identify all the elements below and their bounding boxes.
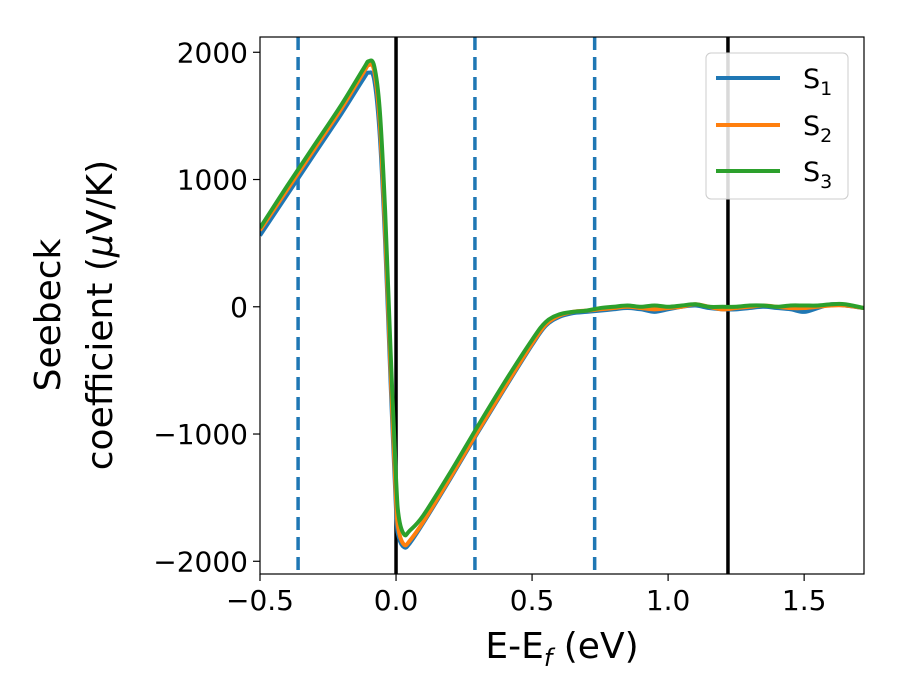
data-series: [260, 58, 864, 550]
legend: S1 S2 S3: [705, 52, 849, 200]
x-tick-label: 1.5: [782, 584, 827, 617]
y-tick-label: −2000: [153, 545, 248, 578]
series-line-s3: [260, 58, 864, 538]
y-tick-label: 1000: [177, 164, 248, 197]
y-axis-label-group: Seebeck coefficient (μV/K): [28, 160, 121, 470]
x-tick-label: 1.0: [646, 584, 691, 617]
plot-frame: [259, 36, 865, 575]
x-axis-label: E-Ef (eV): [485, 626, 638, 672]
legend-label-s2: S2: [803, 111, 832, 147]
y-axis-ticks: −2000 −1000 0 1000 2000: [153, 36, 260, 578]
y-tick-label: −1000: [153, 418, 248, 451]
legend-label-s1: S1: [803, 64, 832, 100]
y-axis-label-top: Seebeck: [28, 238, 69, 391]
legend-label-s3: S3: [803, 157, 832, 193]
y-tick-label: 0: [230, 291, 248, 324]
x-axis-ticks: −0.5 0.0 0.5 1.0 1.5: [226, 574, 826, 617]
x-tick-label: −0.5: [226, 584, 294, 617]
x-tick-label: 0.0: [374, 584, 419, 617]
x-tick-label: 0.5: [510, 584, 555, 617]
y-axis-label-bottom: coefficient (μV/K): [80, 160, 121, 470]
y-tick-label: 2000: [177, 36, 248, 69]
